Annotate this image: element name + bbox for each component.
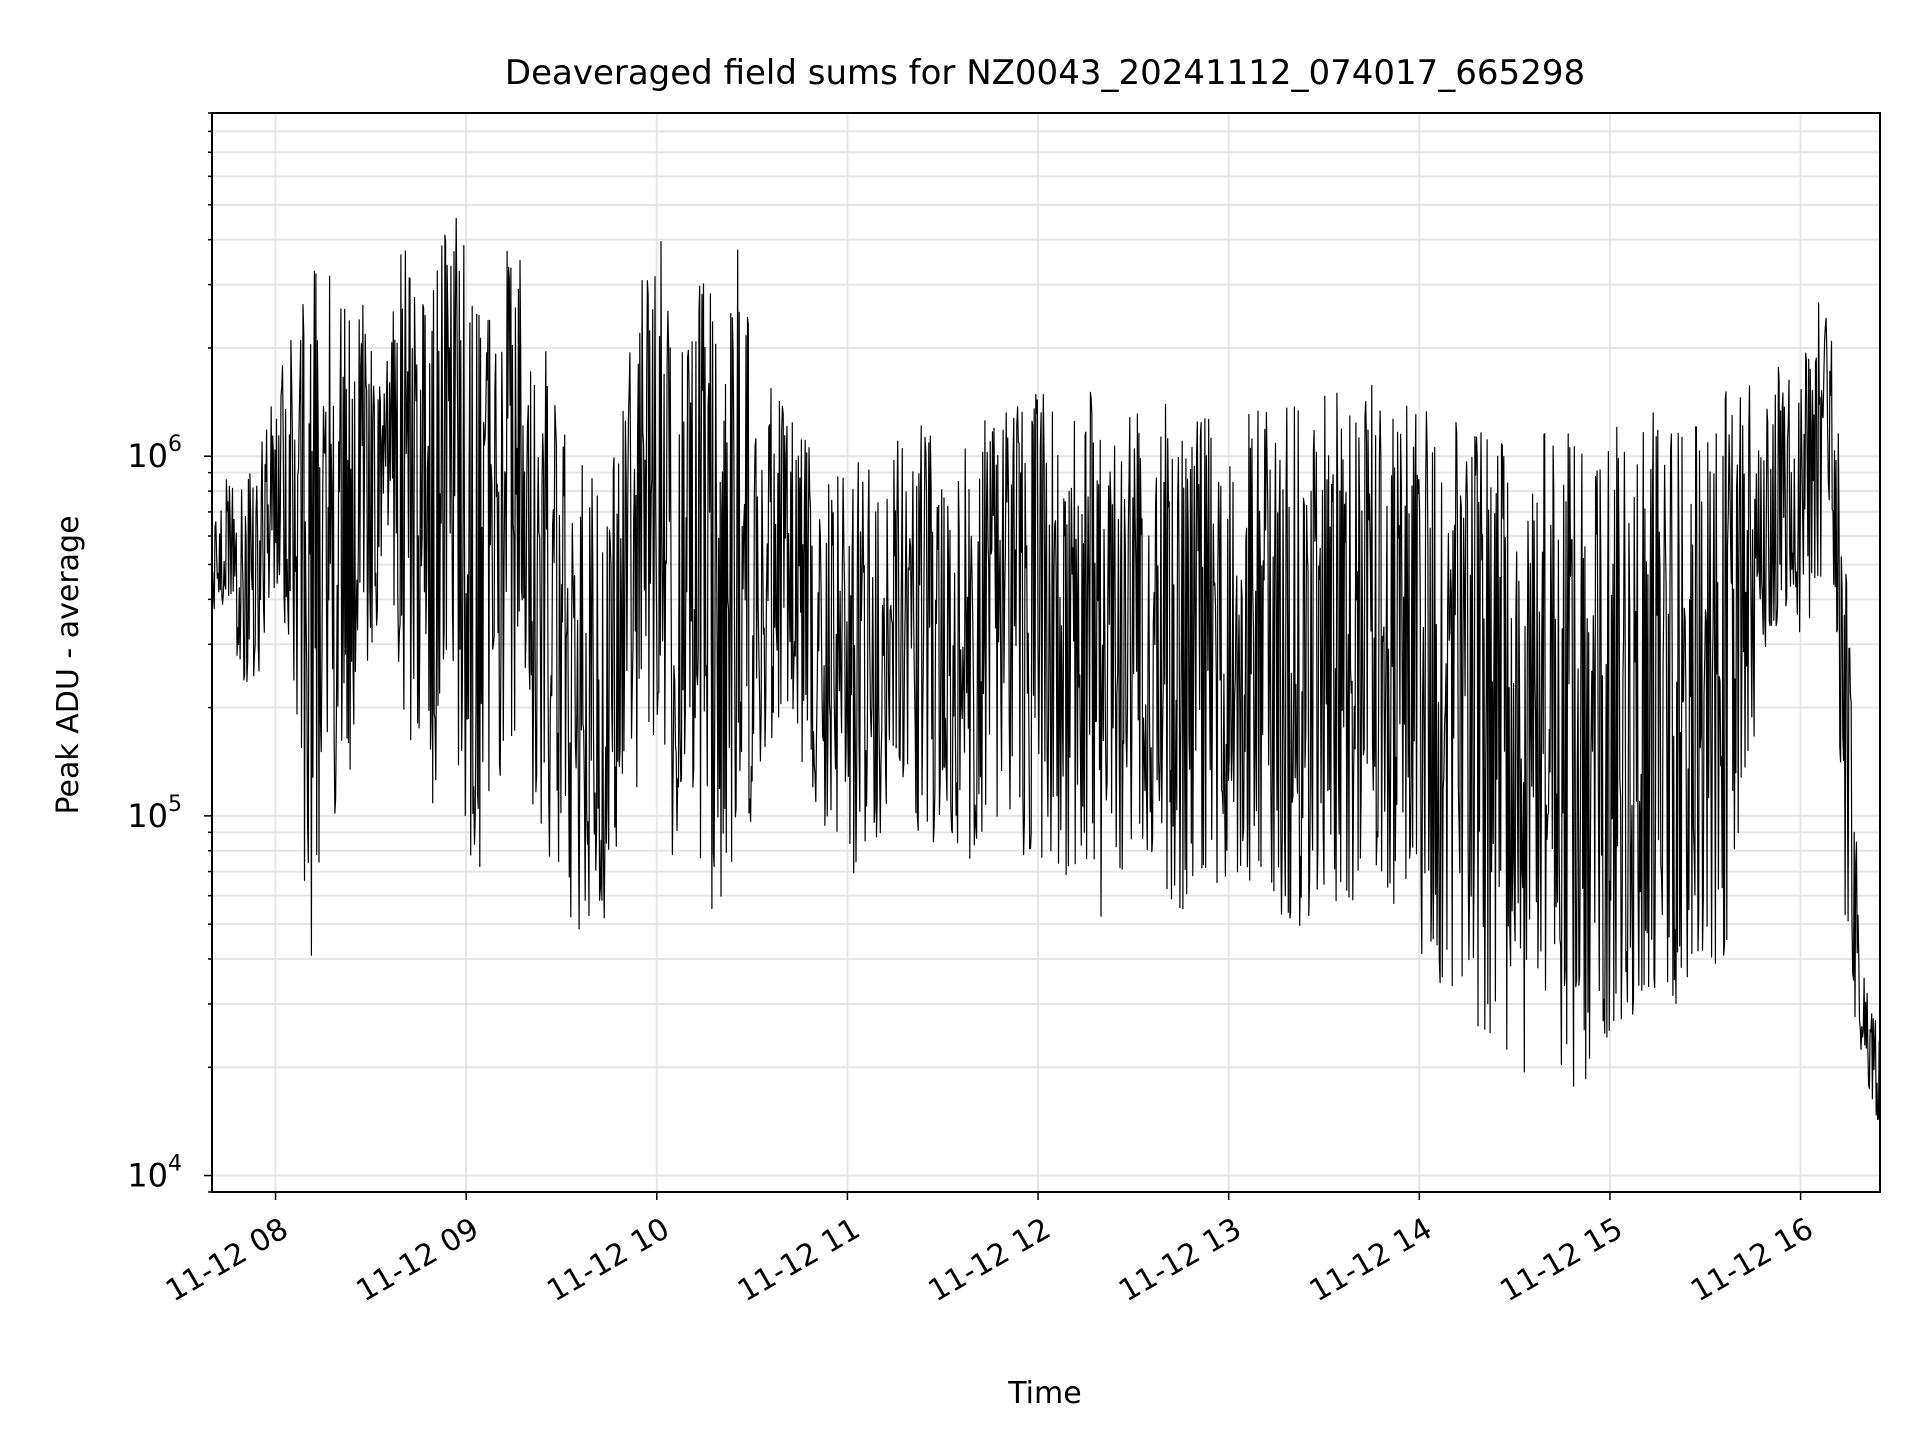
y-tick-exponent: 6: [168, 432, 182, 457]
x-axis-label: Time: [1007, 1376, 1081, 1411]
plot-frame: [211, 112, 1881, 1193]
x-tick-label: 11-12 08: [160, 1211, 294, 1309]
data-trace: [211, 217, 1881, 1121]
y-tick-exponent: 4: [168, 1152, 182, 1177]
x-tick-label: 11-12 09: [351, 1211, 485, 1309]
x-tick-label: 11-12 14: [1304, 1211, 1438, 1309]
y-tick-label: 104: [127, 1152, 182, 1195]
series-line: [211, 217, 1881, 1121]
y-tick-exponent: 5: [168, 792, 182, 817]
x-tick-label: 11-12 10: [541, 1211, 675, 1309]
x-tick-label: 11-12 16: [1685, 1211, 1819, 1309]
x-tick-label: 11-12 12: [923, 1211, 1057, 1309]
x-tick-label: 11-12 13: [1113, 1211, 1247, 1309]
y-axis-label: Peak ADU - average: [51, 515, 86, 814]
y-tick-label: 106: [127, 432, 182, 475]
chart-title: Deaveraged field sums for NZ0043_2024111…: [505, 53, 1585, 93]
y-tick-label: 105: [127, 792, 182, 835]
x-tick-label: 11-12 11: [732, 1211, 866, 1309]
x-tick-label: 11-12 15: [1494, 1211, 1628, 1309]
